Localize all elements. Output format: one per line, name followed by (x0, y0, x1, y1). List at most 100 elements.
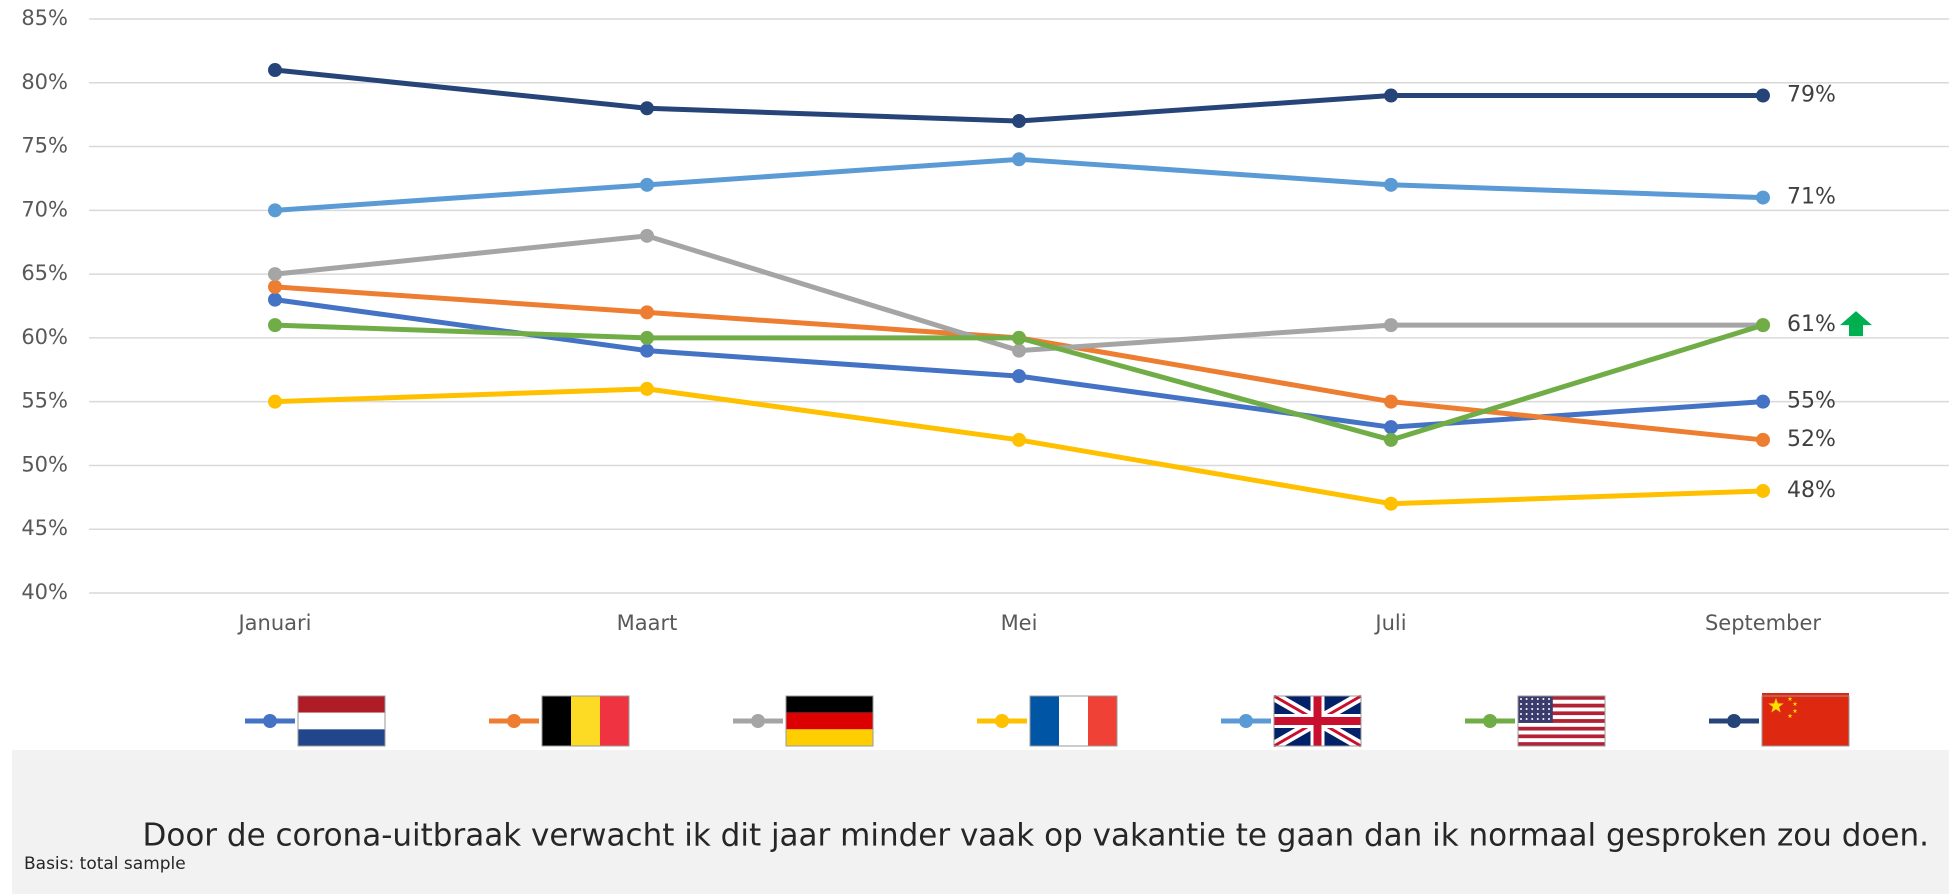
flag-border (541, 695, 630, 747)
grid (89, 18, 1949, 594)
flag-stripe (1518, 707, 1605, 712)
x-tick-label: Mei (1001, 611, 1038, 635)
marker (1384, 420, 1398, 435)
flag-star (1536, 713, 1539, 715)
marker (1012, 114, 1026, 129)
y-tick-label: 70% (21, 197, 68, 221)
flag-cross (1274, 696, 1361, 746)
flag-stripe (1518, 703, 1605, 708)
flag-stripe (1518, 738, 1605, 743)
flag-star (1548, 708, 1550, 710)
marker (640, 228, 654, 243)
marker (1756, 483, 1770, 498)
flag-star (1536, 718, 1539, 720)
flag (541, 695, 630, 747)
data-label: 61% (1787, 312, 1836, 337)
flag (1761, 693, 1850, 747)
legend-marker (995, 714, 1009, 728)
marker (1384, 88, 1398, 103)
x-tick-label: Juli (1373, 611, 1406, 635)
flag-star (1548, 713, 1550, 715)
flag-stripe (1518, 711, 1605, 716)
flag-border (1761, 695, 1850, 747)
marker (640, 343, 654, 358)
x-tick-label: Januari (236, 611, 311, 635)
data-label: 48% (1787, 478, 1836, 503)
marker (1756, 432, 1770, 447)
data-label: 71% (1787, 185, 1836, 210)
marker (1756, 394, 1770, 409)
flag-stripe (1518, 715, 1605, 720)
flag-star (1531, 713, 1534, 715)
legend-marker (1483, 714, 1497, 728)
flag-stripe (1518, 722, 1605, 727)
flag-star (1525, 703, 1528, 705)
flag-star (1531, 718, 1534, 720)
marker (1012, 432, 1026, 447)
flag-stripe (786, 696, 873, 713)
flag-star (1542, 703, 1545, 705)
flag-stripe (298, 729, 385, 746)
flag (297, 695, 386, 747)
flag-stripe (1518, 719, 1605, 723)
data-label: 79% (1787, 83, 1836, 108)
marker (268, 292, 282, 307)
marker (1012, 152, 1026, 167)
marker (268, 203, 282, 218)
y-tick-label: 55% (21, 389, 68, 413)
flag-star (1787, 713, 1793, 719)
marker (1756, 88, 1770, 103)
flag-stripe (1030, 696, 1059, 746)
flag-border (785, 695, 874, 747)
flag-stripe (786, 729, 873, 746)
flag-stripe (786, 712, 873, 730)
series-line (274, 156, 1764, 213)
flag-star (1768, 698, 1784, 713)
flag-border (297, 695, 386, 747)
flag-stripe (1518, 734, 1605, 739)
y-tick-label: 75% (21, 134, 68, 158)
flag-stripe (1518, 696, 1605, 700)
marker (268, 267, 282, 282)
flag-star (1525, 713, 1528, 715)
flag-star (1542, 713, 1545, 715)
legend-marker (1727, 714, 1741, 728)
y-tick-label: 45% (21, 516, 68, 540)
y-tick-label: 85% (21, 6, 68, 30)
flag-star (1520, 703, 1522, 705)
marker (640, 305, 654, 320)
flag-star (1542, 698, 1545, 700)
marker (640, 330, 654, 345)
flag-star (1536, 708, 1539, 710)
marker (1756, 318, 1770, 333)
flag-star (1548, 703, 1550, 705)
flag-stripe (1518, 726, 1605, 731)
flag (1029, 695, 1118, 747)
flag (1517, 695, 1606, 747)
flag-star (1542, 708, 1545, 710)
flag-star (1787, 696, 1793, 702)
footnote: Basis: total sample (24, 854, 186, 874)
flag-stripe (1518, 742, 1605, 746)
flag-star (1531, 708, 1534, 710)
flag-star (1520, 708, 1522, 710)
flag-star (1792, 708, 1798, 714)
flag-border (1273, 695, 1362, 747)
legend-marker (263, 714, 277, 728)
flag-star (1525, 708, 1528, 710)
flag-star (1542, 718, 1545, 720)
marker (1756, 190, 1770, 205)
legend-marker (507, 714, 521, 728)
flag-star (1536, 703, 1539, 705)
marker (1012, 369, 1026, 384)
marker (1384, 394, 1398, 409)
caption: Door de corona-uitbraak verwacht ik dit … (143, 818, 1930, 854)
flag-stripe (1088, 696, 1117, 746)
flag-stripe (298, 696, 385, 713)
flag-star (1525, 718, 1528, 720)
y-tick-label: 60% (21, 325, 68, 349)
marker (1384, 496, 1398, 511)
flag-star (1525, 698, 1528, 700)
flag-star (1531, 698, 1534, 700)
